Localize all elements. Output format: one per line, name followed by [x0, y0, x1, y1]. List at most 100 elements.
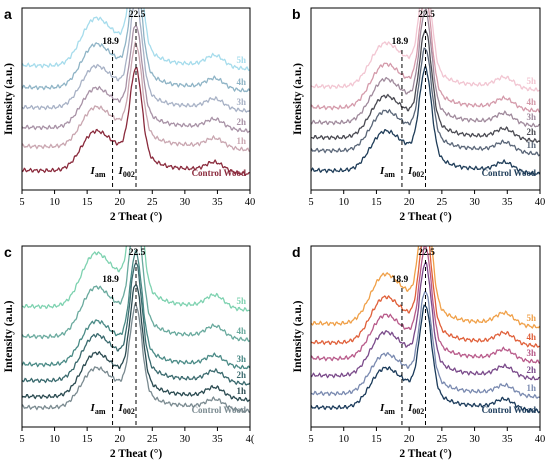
- x-tick-label: 30: [469, 434, 480, 445]
- x-tick-label: 20: [404, 197, 415, 208]
- series-label: 1h: [236, 386, 246, 396]
- series-label: 4h: [236, 326, 246, 336]
- series-label: 5h: [236, 296, 246, 306]
- series-label: 2h: [236, 117, 246, 127]
- series-label: Control Wood: [482, 405, 536, 415]
- series-line-2h: [22, 25, 250, 134]
- y-axis-title: Intensity (a.u.): [292, 63, 304, 135]
- plot-frame: [21, 7, 251, 191]
- x-tick-label: 30: [469, 197, 480, 208]
- panel-letter: b: [292, 6, 301, 22]
- x-tick-label: 15: [82, 197, 93, 208]
- i002-label: I002: [407, 402, 424, 416]
- x-tick-label: 10: [49, 434, 60, 445]
- series-label: 5h: [526, 313, 536, 323]
- x-tick-label: 35: [212, 434, 223, 445]
- x-tick-label: 25: [437, 434, 448, 445]
- series-label: 3h: [526, 112, 536, 122]
- x-axis-title: 2 Theat (°): [110, 211, 162, 223]
- chart-panel-c: c Control Wood 1h 2h 3h 4h 5h 18.9 22.5 Iam I002 5 1…: [3, 244, 255, 460]
- series-label: 4h: [526, 332, 536, 342]
- series-line-1h: [311, 47, 540, 157]
- x-tick-label: 40: [535, 197, 546, 208]
- series-label: 3h: [526, 348, 536, 358]
- x-tick-label: 40: [535, 434, 546, 445]
- series-label: 3h: [236, 354, 246, 364]
- x-tick-label: 15: [371, 434, 382, 445]
- x-tick-label: 25: [437, 197, 448, 208]
- x-tick-label: 30: [180, 434, 191, 445]
- iam-subscript: am: [95, 170, 106, 179]
- series-label: 2h: [236, 370, 246, 380]
- panel-letter: a: [4, 6, 12, 22]
- series-line-5h: [311, 8, 540, 92]
- plot-frame: [21, 245, 251, 428]
- series-label: 5h: [526, 76, 536, 86]
- x-tick-label: 30: [180, 197, 191, 208]
- series-line-control-wood: [22, 66, 250, 176]
- i002-label: I002: [407, 165, 424, 179]
- i002-subscript: 002: [412, 407, 424, 416]
- y-axis-title: Intensity (a.u.): [3, 300, 15, 372]
- series-label: 4h: [236, 77, 246, 87]
- peak-annotation: 18.9: [392, 37, 409, 47]
- i002-subscript: 002: [123, 170, 135, 179]
- series-line-4h: [311, 246, 540, 348]
- i002-subscript: 002: [123, 407, 135, 416]
- peak-annotation: 22.5: [418, 10, 435, 20]
- peak-annotation: 22.5: [418, 248, 435, 258]
- series-label: 3h: [236, 97, 246, 107]
- series-line-3h: [311, 246, 540, 364]
- peak-annotation: 18.9: [392, 275, 409, 285]
- series-label: 5h: [236, 55, 246, 65]
- x-axis-title: 2 Theat (°): [399, 211, 451, 223]
- iam-label: Iam: [90, 165, 106, 179]
- series-line-5h: [311, 246, 540, 329]
- x-tick-label: 15: [82, 434, 93, 445]
- x-tick-label: 20: [404, 434, 415, 445]
- x-tick-label: 40: [245, 197, 256, 208]
- series-label: Control Wood: [192, 405, 246, 415]
- chart-panel-a: a Control Wood 1h 2h 3h 4h 5h 18.9 22.5 Iam I002 5 1…: [3, 6, 256, 223]
- series-line-4h: [22, 8, 250, 93]
- x-axis-title: 2 Theat (°): [399, 448, 451, 460]
- iam-label: Iam: [90, 402, 106, 416]
- series-line-5h: [22, 246, 250, 312]
- plot-frame: [310, 245, 541, 428]
- series-line-1h: [22, 283, 250, 403]
- peak-annotation: 22.5: [129, 248, 146, 258]
- chart-panel-b: b Control Wood 1h 2h 3h 4h 5h 18.9 22.5 Iam I002 5 1…: [292, 6, 546, 223]
- i002-label: I002: [118, 165, 135, 179]
- x-tick-label: 35: [502, 434, 513, 445]
- series-line-3h: [22, 8, 250, 113]
- x-tick-label: 20: [114, 197, 125, 208]
- x-tick-label: 25: [147, 197, 158, 208]
- series-label: 2h: [526, 365, 536, 375]
- iam-subscript: am: [95, 407, 106, 416]
- peak-annotation: 18.9: [102, 275, 119, 285]
- series-line-5h: [22, 8, 250, 72]
- series-line-3h: [311, 8, 540, 128]
- plot-frame: [310, 7, 541, 191]
- i002-subscript: 002: [412, 170, 424, 179]
- x-tick-label: 20: [114, 434, 125, 445]
- iam-subscript: am: [384, 407, 395, 416]
- iam-subscript: am: [384, 170, 395, 179]
- iam-label: Iam: [379, 165, 395, 179]
- series-label: 1h: [526, 383, 536, 393]
- series-line-4h: [22, 246, 250, 343]
- chart-panel-d: d Control Wood 1h 2h 3h 4h 5h 18.9 22.5 Iam I002 5 1…: [292, 244, 546, 460]
- peak-annotation: 22.5: [129, 10, 146, 20]
- x-tick-label: 5: [19, 197, 24, 208]
- x-tick-label: 10: [338, 197, 349, 208]
- series-line-2h: [311, 261, 540, 381]
- x-tick-label: 25: [147, 434, 158, 445]
- series-label: Control Wood: [192, 168, 246, 178]
- series-label: 1h: [236, 136, 246, 146]
- series-label: 1h: [526, 140, 536, 150]
- peak-annotation: 18.9: [102, 37, 119, 47]
- series-line-3h: [22, 248, 250, 370]
- x-tick-label: 5: [19, 434, 24, 445]
- series-label: 2h: [526, 127, 536, 137]
